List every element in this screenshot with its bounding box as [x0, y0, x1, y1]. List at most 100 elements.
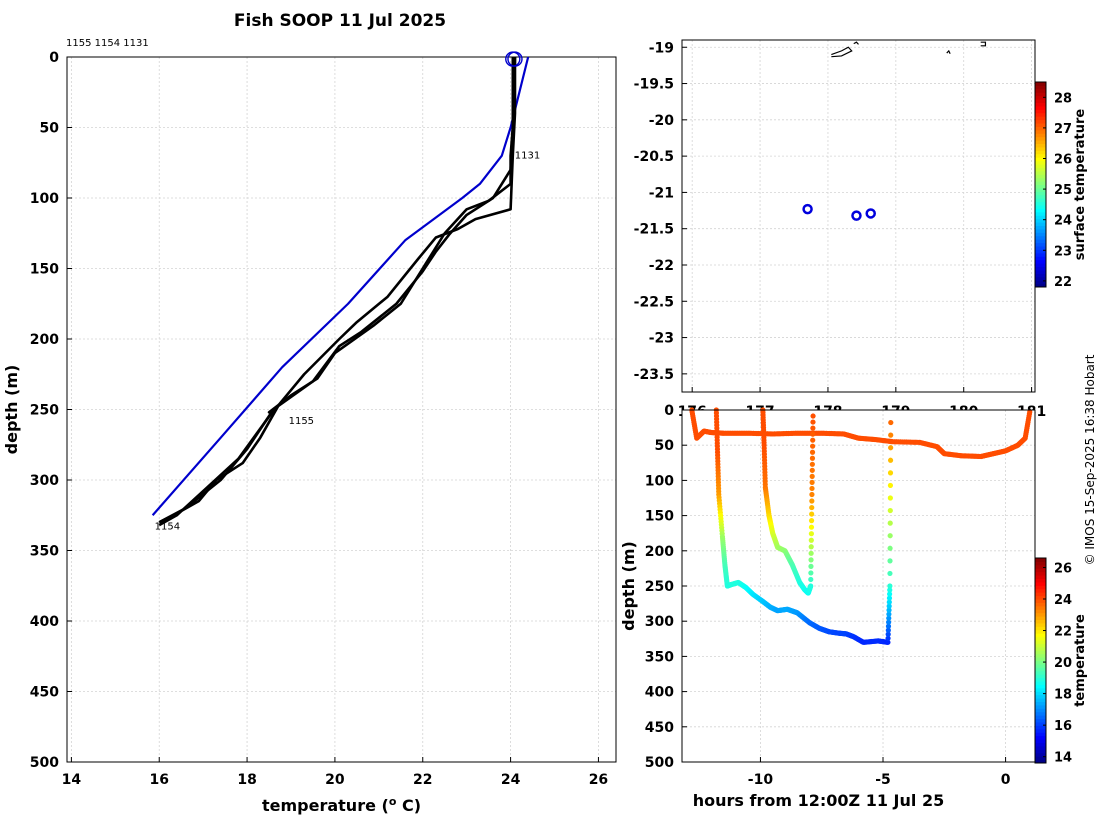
section-colorbar-swatch — [1035, 725, 1046, 730]
section-colorbar-swatch — [1035, 643, 1046, 648]
map-colorbar-tick-label: 26 — [1054, 152, 1072, 167]
section-datapoint — [809, 498, 815, 504]
map-colorbar-swatch — [1035, 191, 1046, 196]
section-colorbar-label: temperature — [1073, 614, 1088, 707]
profile-ylabel: depth (m) — [2, 365, 21, 455]
section-datapoint — [888, 432, 894, 438]
section-datapoint — [887, 545, 893, 551]
section-colorbar-swatch — [1035, 657, 1046, 661]
section-datapoint — [809, 479, 815, 486]
section-datapoint — [887, 507, 893, 514]
section-colorbar-swatch — [1035, 595, 1046, 600]
section-datapoint — [808, 544, 814, 550]
profile-ids: 1155 1154 1131 — [66, 38, 149, 49]
profile-annotation: 1155 — [289, 416, 314, 427]
map-axes-frame — [681, 39, 1036, 393]
section-colorbar-tick-label: 22 — [1054, 625, 1072, 640]
section-colorbar-swatch — [1035, 626, 1046, 631]
map-colorbar-tick-label: 22 — [1054, 275, 1072, 290]
section-colorbar-swatch — [1035, 722, 1046, 726]
section-datapoint — [887, 482, 894, 489]
section-datapoint — [810, 419, 816, 425]
map-colorbar-swatch — [1035, 119, 1046, 124]
section-ytick-label: 500 — [645, 755, 674, 771]
map-colorbar-swatch — [1035, 259, 1046, 264]
section-colorbar-swatch — [1035, 571, 1046, 576]
section-datapoint — [885, 635, 891, 641]
map-colorbar-swatch — [1035, 129, 1046, 134]
map-colorbar-swatch — [1035, 105, 1046, 110]
map-colorbar-swatch — [1035, 92, 1046, 97]
profile-xtick-label: 18 — [237, 772, 256, 788]
map-colorbar-swatch — [1035, 273, 1046, 278]
map-colorbar-swatch — [1035, 252, 1046, 257]
map-colorbar-swatch — [1035, 211, 1046, 216]
map-colorbar-swatch — [1035, 99, 1046, 103]
section-datapoint — [808, 563, 814, 569]
map-colorbar-swatch — [1035, 256, 1046, 261]
section-xtick-label: -5 — [875, 772, 891, 788]
map-colorbar-swatch — [1035, 218, 1046, 223]
section-ytick-label: 450 — [645, 720, 674, 736]
section-colorbar-swatch — [1035, 759, 1046, 764]
section-datapoint — [810, 431, 816, 437]
section-datapoint — [809, 449, 816, 455]
section-datapoint — [809, 504, 815, 511]
section-colorbar-swatch — [1035, 708, 1046, 713]
map-station-marker — [851, 210, 862, 221]
map-colorbar-swatch — [1035, 225, 1046, 230]
section-xlabel: hours from 12:00Z 11 Jul 25 — [693, 791, 944, 810]
section-datapoint — [808, 531, 814, 537]
section-datapoint — [810, 413, 816, 419]
section-datapoint — [809, 491, 815, 498]
section-colorbar-swatch — [1035, 585, 1046, 590]
section-colorbar-swatch — [1035, 646, 1046, 651]
map-colorbar-swatch — [1035, 140, 1046, 144]
section-datapoint — [809, 455, 816, 461]
map-colorbar-swatch — [1035, 269, 1046, 274]
profile-xtick-label: 22 — [413, 772, 432, 788]
map-ytick-label: -21.5 — [634, 222, 674, 238]
profile-ytick-label: 350 — [30, 544, 59, 560]
section-ytick-label: 400 — [645, 685, 674, 701]
map-colorbar-swatch — [1035, 174, 1046, 179]
profile-xlabel: temperature (o C) — [262, 795, 421, 815]
profile-xtick-label: 14 — [62, 772, 82, 788]
profile-xtick-label: 20 — [325, 772, 345, 788]
section-xtick-label: -10 — [748, 772, 774, 788]
map-colorbar-swatch — [1035, 181, 1046, 185]
map-colorbar-swatch — [1035, 246, 1046, 250]
section-colorbar-swatch — [1035, 629, 1046, 634]
section-colorbar-swatch — [1035, 728, 1046, 733]
section-colorbar-swatch — [1035, 694, 1046, 699]
section-colorbar-tick-label: 26 — [1054, 561, 1072, 576]
profile-ytick-label: 150 — [30, 262, 59, 278]
section-colorbar-swatch — [1035, 687, 1046, 692]
map-colorbar-swatch — [1035, 126, 1046, 131]
profile-annotation: 1131 — [515, 151, 540, 162]
section-datapoint — [887, 520, 893, 526]
profile-series-1154 — [158, 56, 517, 524]
section-datapoint — [810, 425, 816, 431]
map-colorbar-swatch — [1035, 112, 1046, 117]
section-colorbar-swatch — [1035, 622, 1046, 627]
section-colorbar-swatch — [1035, 619, 1046, 624]
profile-xtick-label: 16 — [149, 772, 168, 788]
profile-xtick-label: 24 — [501, 772, 521, 788]
section-colorbar-swatch — [1035, 704, 1046, 709]
section-colorbar-swatch — [1035, 640, 1046, 644]
profile-xtick-label: 26 — [589, 772, 608, 788]
section-colorbar-swatch — [1035, 581, 1046, 586]
section-datapoint — [886, 607, 892, 613]
section-datapoint — [887, 533, 893, 539]
section-datapoint — [808, 550, 814, 556]
profile-chart: 14 16 18 20 22 24 26 0 50 100 150 200 250 300 350 400 45… — [2, 50, 617, 815]
section-colorbar-swatch — [1035, 568, 1046, 573]
section-colorbar-swatch — [1035, 701, 1046, 706]
section-colorbar-swatch — [1035, 735, 1046, 740]
map-colorbar-label: surface temperature — [1073, 109, 1088, 261]
map-colorbar-swatch — [1035, 164, 1046, 168]
map-colorbar-swatch — [1035, 143, 1046, 148]
profile-ytick-label: 100 — [30, 191, 59, 207]
section-datapoint — [886, 591, 893, 597]
